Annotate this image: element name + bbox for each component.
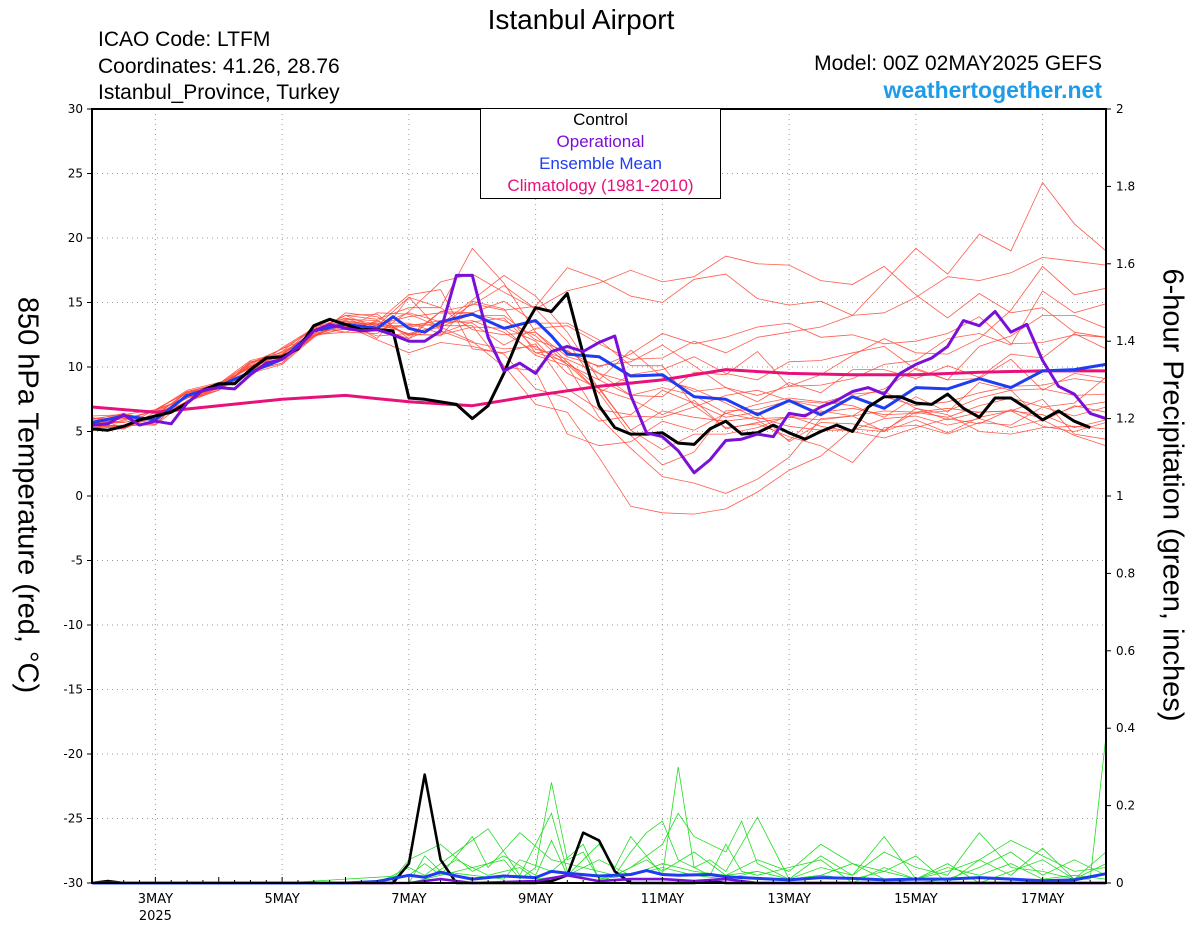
y2-tick-label: 0.8 (1116, 566, 1135, 580)
temperature-member-line (91, 181, 1107, 427)
y-tick-label: -20 (63, 747, 83, 761)
plot-frame (91, 108, 1107, 884)
y2-tick-label: 0.2 (1116, 799, 1135, 813)
x-tick-label: 11MAY (641, 892, 685, 907)
y2-tick-label: 0 (1116, 876, 1124, 890)
x-tick-label: 9MAY (518, 892, 553, 907)
grid (92, 109, 1106, 883)
legend-climatology: Climatology (1981-2010) (507, 176, 694, 195)
temperature-members (91, 181, 1107, 515)
model-run: Model: 00Z 02MAY2025 GEFS (814, 52, 1102, 75)
y2-tick-label: 1.4 (1116, 334, 1135, 348)
precip-member-line (92, 812, 1107, 884)
precip-mean-line (92, 869, 1107, 885)
chart-title: Istanbul Airport (487, 4, 675, 35)
region: Istanbul_Province, Turkey (98, 81, 340, 104)
precip-member-line (92, 766, 1107, 884)
y-tick-label: 10 (68, 360, 83, 374)
axes: 302520151050-5-10-15-20-25-3021.81.61.41… (63, 102, 1135, 924)
y-tick-label: -30 (63, 876, 83, 890)
icao-code: ICAO Code: LTFM (98, 28, 271, 51)
temperature-member-line (91, 325, 1107, 432)
y2-tick-label: 0.4 (1116, 721, 1135, 735)
y-tick-label: -15 (63, 683, 83, 697)
coordinates: Coordinates: 41.26, 28.76 (98, 55, 340, 78)
y2-tick-label: 1.8 (1116, 179, 1135, 193)
y2-tick-label: 1.2 (1116, 412, 1135, 426)
y2-tick-label: 1 (1116, 489, 1124, 503)
x-tick-label: 15MAY (894, 892, 938, 907)
y2-tick-label: 0.6 (1116, 644, 1135, 658)
y-tick-label: -25 (63, 812, 83, 826)
legend: Control Operational Ensemble Mean Climat… (480, 108, 721, 199)
precip-members (92, 735, 1107, 884)
temperature-member-line (91, 255, 1107, 425)
y-axis-label-right: 6-hour Precipitation (green, inches) (1156, 268, 1189, 722)
x-tick-label: 17MAY (1021, 892, 1065, 907)
temperature-control-line (91, 292, 1091, 446)
temperature-member-line (91, 273, 1107, 435)
y-tick-label: -10 (63, 618, 83, 632)
y-tick-label: 0 (75, 489, 83, 503)
site-link[interactable]: weathertogether.net (883, 77, 1102, 103)
y-tick-label: 20 (68, 231, 83, 245)
temperature-member-line (91, 317, 1107, 423)
y-tick-label: 15 (68, 296, 83, 310)
temperature-operational-line (91, 273, 1107, 475)
y-tick-label: 30 (68, 102, 83, 116)
y2-tick-label: 1.6 (1116, 257, 1135, 271)
x-tick-sublabel: 2025 (139, 909, 172, 924)
y-axis-label-left: 850 hPa Temperature (red, °C) (11, 296, 44, 694)
x-tick-label: 5MAY (264, 892, 299, 907)
x-tick-label: 3MAY (138, 892, 173, 907)
legend-operational: Operational (556, 132, 645, 151)
precip-member-line (92, 735, 1107, 884)
y-tick-label: -5 (71, 554, 83, 568)
y-tick-label: 5 (75, 425, 83, 439)
legend-ensemble-mean: Ensemble Mean (539, 154, 662, 173)
legend-control: Control (573, 110, 628, 129)
y2-tick-label: 2 (1116, 102, 1124, 116)
y-tick-label: 25 (68, 167, 83, 181)
x-tick-label: 13MAY (767, 892, 811, 907)
x-tick-label: 7MAY (391, 892, 426, 907)
temperature-climatology-line (91, 368, 1106, 414)
